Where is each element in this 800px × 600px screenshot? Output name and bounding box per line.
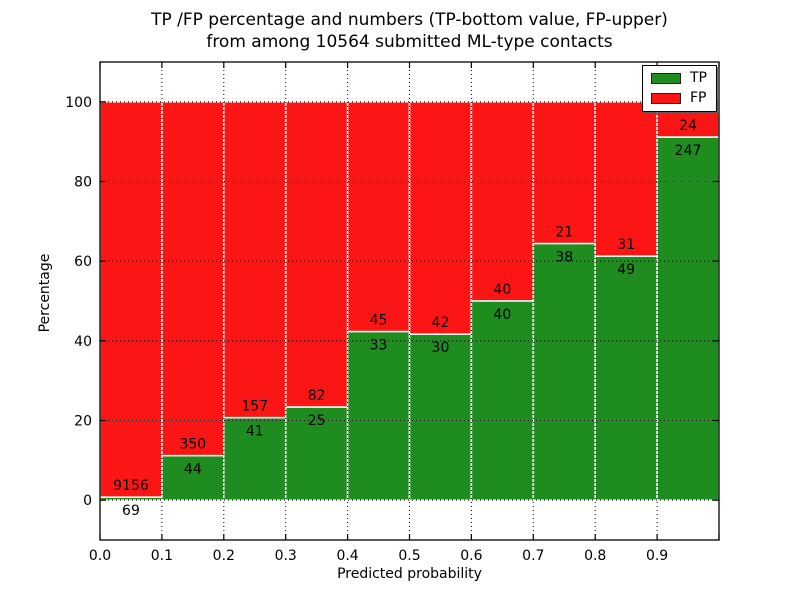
y-tick-label: 20 — [74, 414, 92, 430]
x-tick-label: 0.7 — [522, 548, 544, 564]
bar-fp — [284, 101, 349, 408]
bar-label-tp: 41 — [246, 424, 264, 440]
x-tick-label: 0.6 — [460, 548, 482, 564]
x-tick-label: 0.4 — [336, 548, 358, 564]
y-tick-label: 100 — [65, 95, 92, 111]
legend-label-tp: TP — [690, 70, 707, 86]
legend-item-tp: TP — [651, 71, 707, 86]
bar-label-tp: 44 — [184, 462, 202, 478]
bar-label-fp: 157 — [241, 399, 268, 415]
bar-label-tp: 247 — [675, 143, 702, 159]
bar-tp — [223, 416, 287, 501]
legend-label-fp: FP — [690, 90, 707, 106]
y-axis-label: Percentage — [37, 253, 53, 333]
bar-fp — [408, 101, 473, 335]
bar-tp — [284, 406, 349, 501]
x-tick-label: 0.3 — [275, 548, 297, 564]
bar-label-tp: 69 — [122, 503, 140, 519]
bar-label-fp: 82 — [308, 388, 326, 404]
bar-label-fp: 40 — [493, 282, 511, 298]
bar-fp — [470, 101, 535, 302]
bar-label-fp: 45 — [370, 313, 388, 329]
bar-fp — [346, 101, 411, 333]
y-tick-label: 80 — [74, 175, 92, 191]
bar-label-tp: 40 — [493, 307, 511, 323]
x-tick-label: 0.0 — [89, 548, 111, 564]
bar-fp — [594, 101, 658, 257]
bar-label-tp: 25 — [308, 413, 326, 429]
bar-label-fp: 31 — [617, 237, 635, 253]
y-tick-label: 40 — [74, 334, 92, 350]
bar-tp — [532, 242, 596, 501]
bar-label-fp: 42 — [432, 315, 450, 331]
bar-label-fp: 350 — [179, 437, 206, 453]
bar-label-fp: 9156 — [113, 478, 149, 494]
x-tick-label: 0.5 — [398, 548, 420, 564]
bar-fp — [532, 101, 596, 245]
bar-fp — [223, 101, 287, 419]
x-axis-label: Predicted probability — [337, 566, 482, 582]
chart-title: TP /FP percentage and numbers (TP-bottom… — [100, 9, 719, 53]
bar-fp — [99, 101, 163, 498]
bar-fp — [161, 101, 225, 457]
bar-tp — [594, 255, 658, 501]
x-tick-label: 0.9 — [646, 548, 668, 564]
legend-swatch-fp-icon — [651, 93, 681, 104]
bar-tp — [470, 300, 535, 501]
x-tick-label: 0.1 — [151, 548, 173, 564]
y-tick-label: 60 — [74, 254, 92, 270]
chart-title-line2: from among 10564 submitted ML-type conta… — [206, 32, 613, 52]
bar-label-fp: 24 — [679, 118, 697, 134]
legend-item-fp: FP — [651, 91, 707, 106]
bar-label-tp: 30 — [432, 340, 450, 356]
bar-tp — [656, 136, 720, 501]
y-tick-label: 0 — [83, 493, 92, 509]
legend-swatch-tp-icon — [651, 73, 681, 84]
bar-tp — [346, 330, 411, 501]
bar-label-tp: 49 — [617, 262, 635, 278]
bar-label-tp: 33 — [370, 338, 388, 354]
bar-label-tp: 38 — [555, 250, 573, 266]
bar-tp — [408, 333, 473, 501]
x-tick-label: 0.8 — [584, 548, 606, 564]
chart-title-line1: TP /FP percentage and numbers (TP-bottom… — [151, 10, 668, 30]
legend: TP FP — [642, 65, 717, 112]
bar-label-fp: 21 — [555, 225, 573, 241]
x-tick-label: 0.2 — [213, 548, 235, 564]
